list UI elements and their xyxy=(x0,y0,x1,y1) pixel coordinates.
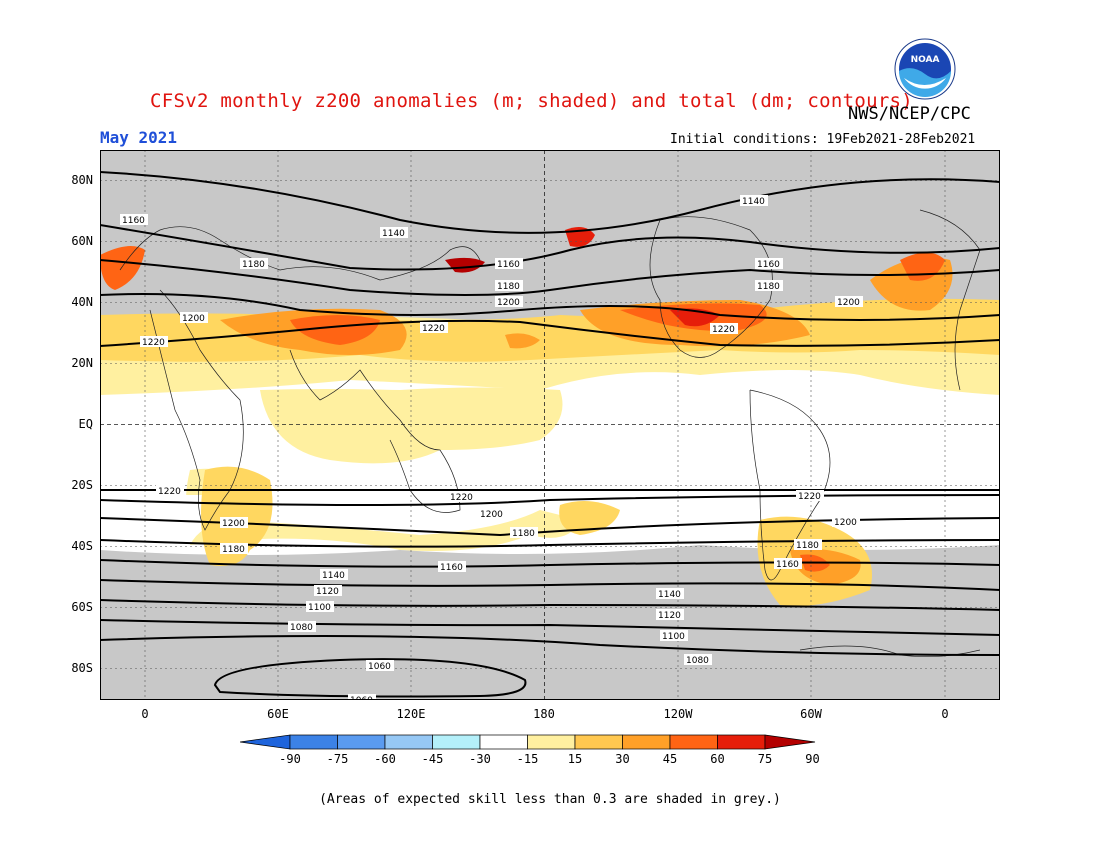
contour-label: 1200 xyxy=(497,298,520,308)
colorbar-tick-label: -60 xyxy=(374,752,396,766)
contour-label: 1120 xyxy=(658,611,681,621)
colorbar-tick-label: -75 xyxy=(326,752,349,766)
colorbar-tick-label: 45 xyxy=(662,752,678,766)
colorbar-tick-label: 15 xyxy=(567,752,583,766)
contour-label: 1140 xyxy=(742,197,765,207)
contour-label: 1060 xyxy=(368,662,391,672)
contour-label-group: 1160 1140 1140 1180 1160 1160 1180 1180 … xyxy=(120,195,863,700)
contour-label: 1180 xyxy=(757,282,780,292)
lat-label-60s: 60S xyxy=(71,600,93,614)
colorbar-cell xyxy=(337,734,386,750)
contour-label: 1160 xyxy=(776,560,799,570)
contour-label: 1160 xyxy=(440,563,463,573)
colorbar-tick-label: -90 xyxy=(279,752,301,766)
contour-label: 1200 xyxy=(837,298,860,308)
map-frame xyxy=(100,150,1000,700)
contours xyxy=(100,171,1000,698)
contour-label: 1080 xyxy=(290,623,313,633)
colorbar-cell xyxy=(432,734,481,750)
lon-label-180: 180 xyxy=(533,707,555,721)
lon-label-60w: 60W xyxy=(800,707,822,721)
colorbar-tick-label: 75 xyxy=(757,752,773,766)
lon-label-0: 0 xyxy=(141,707,149,721)
colorbar-arrow-low xyxy=(240,734,291,750)
contour-label: 1200 xyxy=(222,519,245,529)
lat-label-40s: 40S xyxy=(71,539,93,553)
contour-label: 1140 xyxy=(322,571,345,581)
colorbar-cell xyxy=(527,734,576,750)
colorbar-tick-label: 30 xyxy=(615,752,630,766)
contour-label: 1200 xyxy=(834,518,857,528)
lat-label-20n: 20N xyxy=(71,356,93,370)
lat-label-20s: 20S xyxy=(71,478,93,492)
contour-label: 1160 xyxy=(122,216,145,226)
yellow-south-indian xyxy=(201,466,273,566)
lon-label-120w: 120W xyxy=(663,707,693,721)
lat-label-80s: 80S xyxy=(71,661,93,675)
lon-label-0-east: 0 xyxy=(941,707,949,721)
yellow-south-pacific xyxy=(559,501,620,535)
contour-label: 1180 xyxy=(222,545,245,555)
contour-label: 1180 xyxy=(497,282,520,292)
contour-label: 1180 xyxy=(242,260,265,270)
colorbar-tick-label: -30 xyxy=(469,752,491,766)
contour-label: 1100 xyxy=(308,603,331,613)
contour-label: 1140 xyxy=(658,590,681,600)
chart-title: CFSv2 monthly z200 anomalies (m; shaded)… xyxy=(150,90,914,112)
colorbar-tick-label: -15 xyxy=(516,752,539,766)
lat-label-80n: 80N xyxy=(71,173,93,187)
lat-label-40n: 40N xyxy=(71,295,93,309)
lon-label-60e: 60E xyxy=(267,707,289,721)
org-label: NWS/NCEP/CPC xyxy=(848,104,971,124)
contour-label: 1060 xyxy=(350,696,373,700)
lat-label-60n: 60N xyxy=(71,234,93,248)
red-asia xyxy=(290,315,380,345)
colorbar-cell xyxy=(669,734,718,750)
colorbar-tick-label: 90 xyxy=(805,752,820,766)
yellow-south-band xyxy=(190,510,580,551)
colorbar-arrow-high xyxy=(764,734,816,750)
colorbar-tick-label: 60 xyxy=(710,752,725,766)
colorbar-cell xyxy=(384,734,433,750)
red-europe xyxy=(100,246,145,290)
contour-label: 1220 xyxy=(158,487,181,497)
noaa-logo: NOAA xyxy=(894,38,956,100)
colorbar-cell xyxy=(479,734,528,750)
contour-label: 1180 xyxy=(512,529,535,539)
colorbar-cell xyxy=(622,734,671,750)
contour-label: 1080 xyxy=(686,656,709,666)
contour-label: 1200 xyxy=(480,510,503,520)
colorbar xyxy=(240,734,816,750)
contour-label: 1220 xyxy=(798,492,821,502)
initial-conditions: Initial conditions: 19Feb2021-28Feb2021 xyxy=(670,132,976,147)
contour-label: 1120 xyxy=(316,587,339,597)
map-panel: 1160 1140 1140 1180 1160 1160 1180 1180 … xyxy=(100,150,1000,700)
valid-month: May 2021 xyxy=(100,128,178,147)
contour-label: 1220 xyxy=(712,325,735,335)
contour-label: 1180 xyxy=(796,541,819,551)
contour-label: 1220 xyxy=(422,324,445,334)
lon-label-120e: 120E xyxy=(396,707,426,721)
contour-label: 1160 xyxy=(497,260,520,270)
coastlines xyxy=(119,209,981,657)
grey-skill-north xyxy=(100,150,1000,325)
contour-label: 1160 xyxy=(757,260,780,270)
skill-footnote: (Areas of expected skill less than 0.3 a… xyxy=(319,792,781,807)
contour-label: 1220 xyxy=(142,338,165,348)
svg-text:NOAA: NOAA xyxy=(911,55,940,65)
contour-label: 1220 xyxy=(450,493,473,503)
contour-label: 1100 xyxy=(662,632,685,642)
colorbar-cell xyxy=(574,734,623,750)
colorbar-cell xyxy=(289,734,338,750)
contour-label: 1200 xyxy=(182,314,205,324)
contour-label: 1140 xyxy=(382,229,405,239)
colorbar-tick-label: -45 xyxy=(421,752,444,766)
orange-east-pacific xyxy=(505,333,540,349)
colorbar-cell xyxy=(717,734,766,750)
lat-label-eq: EQ xyxy=(78,417,93,431)
